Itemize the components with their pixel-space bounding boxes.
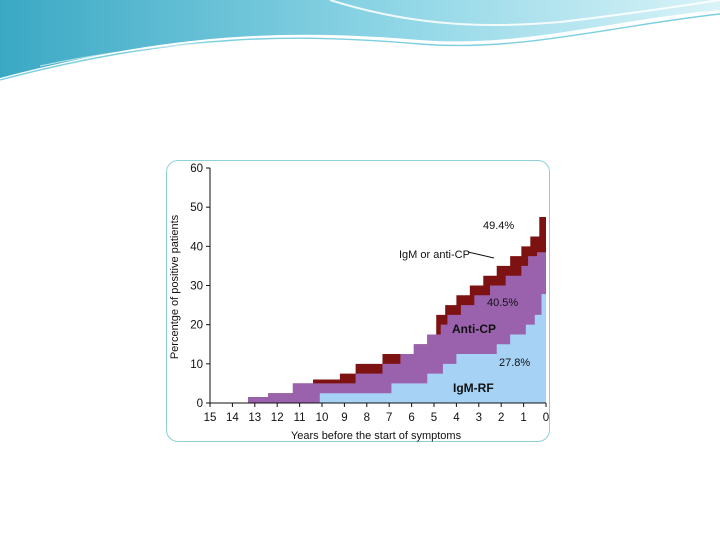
x-tick-label: 14 [226,412,239,424]
y-tick-label: 10 [190,359,203,371]
x-axis-title: Years before the start of symptoms [291,430,462,442]
callout-leader [467,251,495,259]
y-tick-label: 40 [190,241,203,253]
label-anti-cp: Anti-CP [452,322,496,336]
y-tick-label: 0 [197,398,203,410]
y-tick-label: 20 [190,320,203,332]
x-tick-label: 2 [498,412,504,424]
chart-areas [230,209,546,403]
x-tick-label: 9 [341,412,347,424]
x-tick-label: 10 [316,412,329,424]
x-tick-label: 5 [431,412,437,424]
x-tick-label: 13 [248,412,261,424]
x-tick-label: 12 [271,412,284,424]
x-tick-label: 7 [386,412,392,424]
end-label-igm-or-anti-cp: 49.4% [483,220,514,232]
end-label-igm-rf: 27.8% [499,357,530,369]
y-tick-label: 50 [190,202,203,214]
y-tick-label: 30 [190,281,203,293]
x-tick-label: 6 [408,412,414,424]
x-tick-label: 1 [520,412,526,424]
x-tick-label: 3 [476,412,482,424]
x-tick-label: 0 [543,412,549,424]
y-tick-label: 60 [190,163,203,175]
y-axis-title: Percentge of positive patients [169,214,181,359]
header-wave-decoration [0,0,720,81]
x-tick-label: 4 [453,412,460,424]
end-label-anti-cp: 40.5% [487,297,518,309]
label-igm-or-anti-cp: IgM or anti-CP [399,249,470,261]
label-igm-rf: IgM-RF [453,381,494,395]
x-tick-label: 15 [204,412,217,424]
area-igm-rf [308,294,546,403]
x-tick-label: 11 [294,412,306,424]
x-tick-label: 8 [364,412,370,424]
